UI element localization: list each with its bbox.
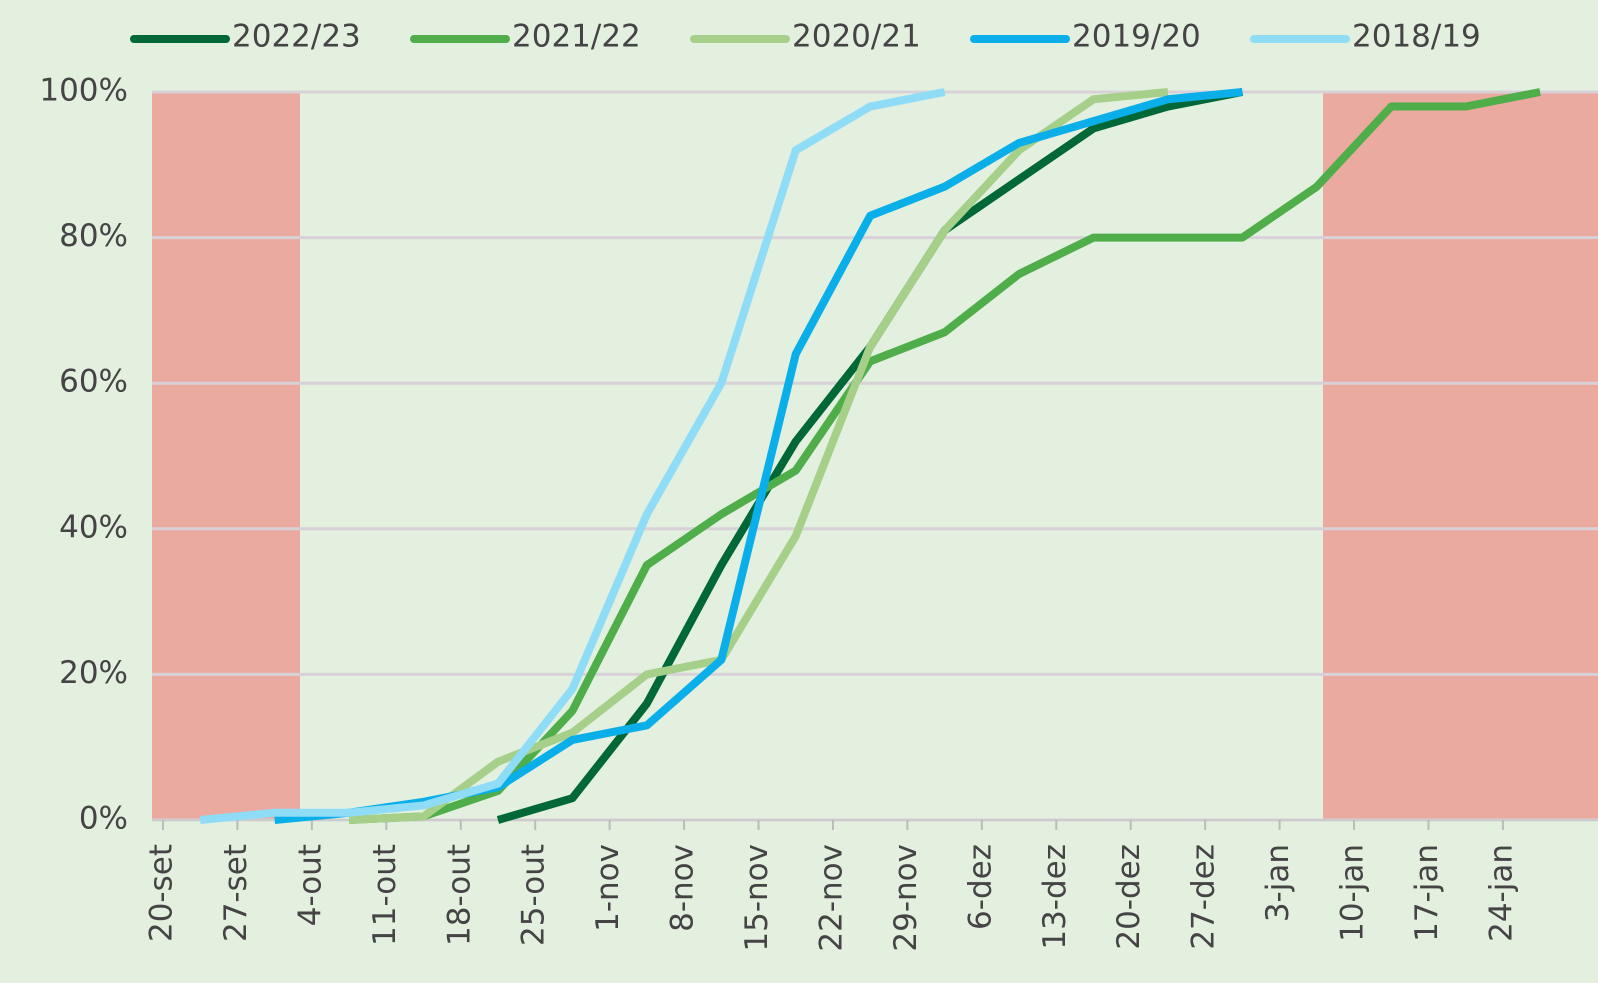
y-tick-label: 0% <box>79 801 128 837</box>
x-tick-label: 13-dez <box>1037 844 1073 950</box>
x-tick-label: 15-nov <box>739 844 775 952</box>
legend-item: 2018/19 <box>1250 19 1481 55</box>
x-tick-label: 1-nov <box>590 844 626 932</box>
legend-item: 2022/23 <box>130 19 361 55</box>
y-tick-label: 80% <box>59 218 128 254</box>
y-tick-label: 20% <box>59 655 128 691</box>
legend-label: 2022/23 <box>232 19 361 55</box>
legend-item: 2021/22 <box>410 19 641 55</box>
x-tick-label: 25-out <box>516 844 552 946</box>
x-tick-label: 17-jan <box>1409 844 1445 942</box>
series-line <box>496 88 1244 824</box>
x-tick-label: 4-out <box>292 844 328 926</box>
series-line <box>348 88 1541 824</box>
x-tick-label: 27-dez <box>1186 844 1222 950</box>
shaded-period <box>1323 92 1598 820</box>
series-line <box>199 88 946 824</box>
y-tick-label: 60% <box>59 364 128 400</box>
x-tick-label: 6-dez <box>962 844 998 930</box>
legend-item: 2020/21 <box>690 19 921 55</box>
x-tick-label: 20-set <box>144 844 180 942</box>
series-line <box>274 88 1243 824</box>
x-tick-label: 29-nov <box>888 844 924 952</box>
legend-label: 2018/19 <box>1352 19 1481 55</box>
series-line <box>348 88 1169 824</box>
legend-label: 2019/20 <box>1072 19 1201 55</box>
x-tick-label: 18-out <box>441 844 477 946</box>
legend-item: 2019/20 <box>970 19 1201 55</box>
y-tick-label: 40% <box>59 509 128 545</box>
x-tick-label: 8-nov <box>665 844 701 932</box>
x-tick-label: 20-dez <box>1111 844 1147 950</box>
x-tick-label: 27-set <box>218 844 254 942</box>
y-tick-label: 100% <box>39 73 128 109</box>
x-tick-label: 3-jan <box>1260 844 1296 922</box>
x-tick-label: 24-jan <box>1483 844 1519 942</box>
x-tick-label: 11-out <box>367 844 403 946</box>
shaded-period <box>152 92 300 820</box>
x-tick-label: 22-nov <box>813 844 849 952</box>
legend-label: 2021/22 <box>512 19 641 55</box>
legend-label: 2020/21 <box>792 19 921 55</box>
x-tick-label: 10-jan <box>1335 844 1371 942</box>
